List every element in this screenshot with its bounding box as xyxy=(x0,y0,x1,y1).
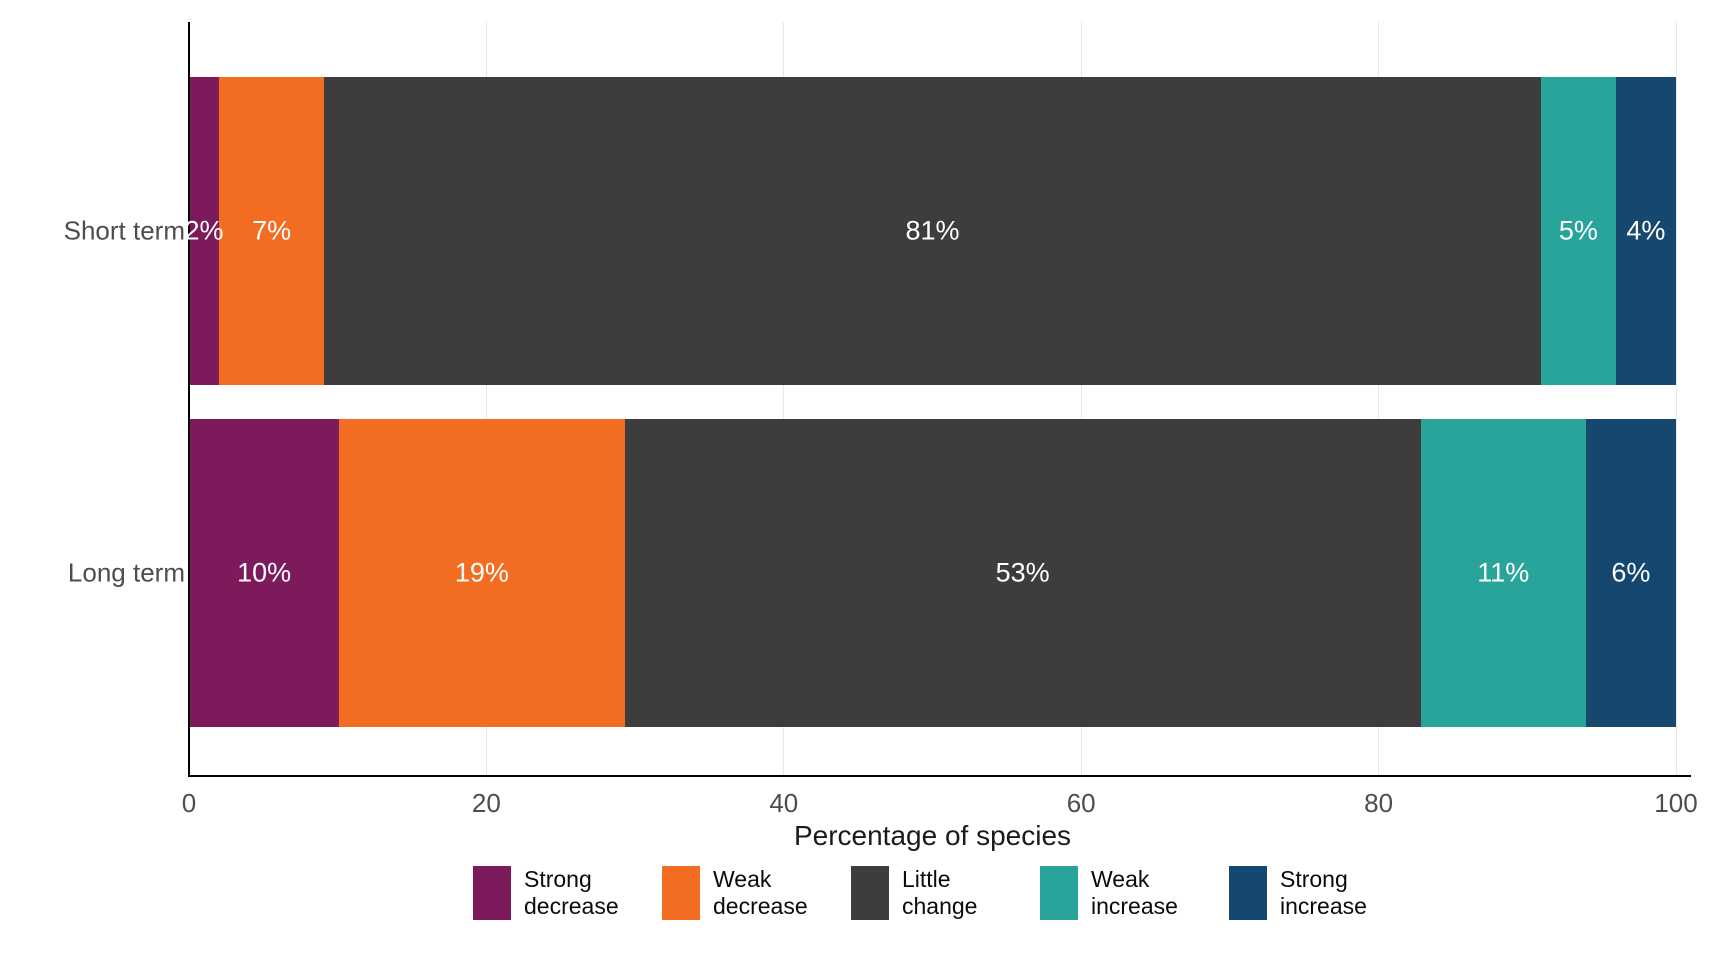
legend-swatch xyxy=(1040,866,1078,920)
legend-label: Strong decrease xyxy=(524,866,619,919)
x-tick-label: 80 xyxy=(1364,788,1394,818)
legend-swatch xyxy=(851,866,889,920)
y-axis-line xyxy=(188,22,190,777)
plot-area: 2% 7% 81% 5% 4% 10% 19% 53% 11% 6% xyxy=(185,22,1677,775)
bar-segment-label: 5% xyxy=(1558,215,1598,246)
x-tick-label: 20 xyxy=(471,788,501,818)
bar-segment-label: 2% xyxy=(184,215,224,246)
bar-row: 2% 7% 81% 5% 4% xyxy=(185,77,1676,385)
x-axis-line xyxy=(188,775,1691,777)
legend-item: Little change xyxy=(851,866,1014,920)
gridline xyxy=(783,22,785,775)
legend-swatch xyxy=(662,866,700,920)
bar-segment: 53% xyxy=(624,419,1421,727)
legend-item: Strong decrease xyxy=(473,866,636,920)
bar-segment: 4% xyxy=(1615,77,1676,385)
bar-segment-label: 4% xyxy=(1626,215,1666,246)
bar-segment-label: 53% xyxy=(995,557,1050,588)
legend-item: Weak increase xyxy=(1040,866,1203,920)
bar-segment-label: 11% xyxy=(1477,557,1530,588)
x-axis-title: Percentage of species xyxy=(793,820,1072,851)
bar-segment: 2% xyxy=(185,77,224,385)
bar-segment-label: 10% xyxy=(237,557,292,588)
bar-segment: 5% xyxy=(1540,77,1616,385)
bar-row: 10% 19% 53% 11% 6% xyxy=(189,419,1676,727)
gridline xyxy=(1675,22,1677,775)
y-axis-label: Long term xyxy=(67,557,185,588)
bar-segment: 6% xyxy=(1585,419,1676,727)
bar-segment: 10% xyxy=(189,419,340,727)
bar-segment: 19% xyxy=(339,419,625,727)
bar-segment-label: 7% xyxy=(252,215,292,246)
x-tick-label: 60 xyxy=(1066,788,1096,818)
legend-item: Weak decrease xyxy=(662,866,825,920)
bar-segment: 81% xyxy=(324,77,1541,385)
x-tick-label: 100 xyxy=(1654,788,1698,818)
y-axis-label: Short term xyxy=(63,215,185,246)
legend-swatch xyxy=(473,866,511,920)
gridline xyxy=(1378,22,1380,775)
x-tick-label: 40 xyxy=(769,788,799,818)
legend-label: Little change xyxy=(902,866,978,919)
bar-segment-label: 81% xyxy=(905,215,960,246)
legend-label: Weak decrease xyxy=(713,866,808,919)
bar-segment: 11% xyxy=(1420,419,1586,727)
legend-label: Strong increase xyxy=(1280,866,1367,919)
legend-swatch xyxy=(1229,866,1267,920)
gridline xyxy=(1080,22,1082,775)
gridline xyxy=(485,22,487,775)
bar-segment: 7% xyxy=(219,77,325,385)
bar-segment-label: 19% xyxy=(454,557,509,588)
legend-item: Strong increase xyxy=(1229,866,1392,920)
legend: Strong decrease Weak decrease Little chang… xyxy=(189,866,1676,920)
bar-segment-label: 6% xyxy=(1611,557,1651,588)
legend-label: Weak increase xyxy=(1091,866,1178,919)
x-tick-label: 0 xyxy=(181,788,197,818)
